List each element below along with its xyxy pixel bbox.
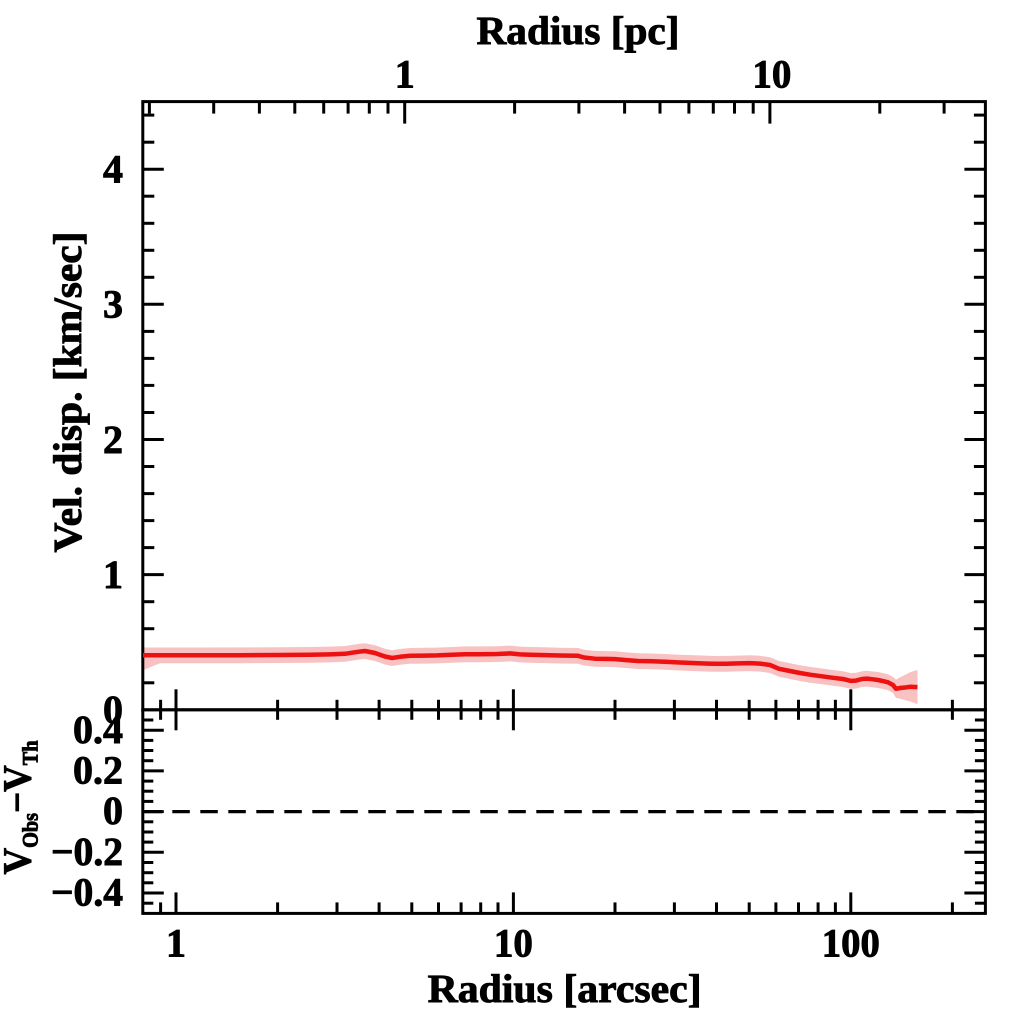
svg-text:Radius [arcsec]: Radius [arcsec]: [428, 966, 702, 1011]
svg-text:0.2: 0.2: [73, 748, 123, 793]
svg-text:Vel. disp. [km/sec]: Vel. disp. [km/sec]: [45, 232, 90, 553]
svg-text:−0.2: −0.2: [51, 829, 123, 874]
svg-text:3: 3: [103, 282, 123, 327]
svg-text:Radius [pc]: Radius [pc]: [477, 8, 680, 53]
svg-text:0.4: 0.4: [73, 707, 123, 752]
svg-text:100: 100: [822, 921, 880, 966]
svg-text:4: 4: [103, 147, 123, 192]
svg-text:10: 10: [494, 921, 533, 966]
svg-text:0: 0: [103, 687, 123, 732]
svg-text:2: 2: [103, 417, 123, 462]
svg-text:−0.4: −0.4: [51, 870, 123, 915]
svg-text:1: 1: [395, 51, 415, 96]
svg-text:10: 10: [752, 51, 791, 96]
svg-text:0: 0: [103, 788, 123, 833]
svg-text:1: 1: [166, 921, 186, 966]
svg-text:1: 1: [103, 552, 123, 597]
